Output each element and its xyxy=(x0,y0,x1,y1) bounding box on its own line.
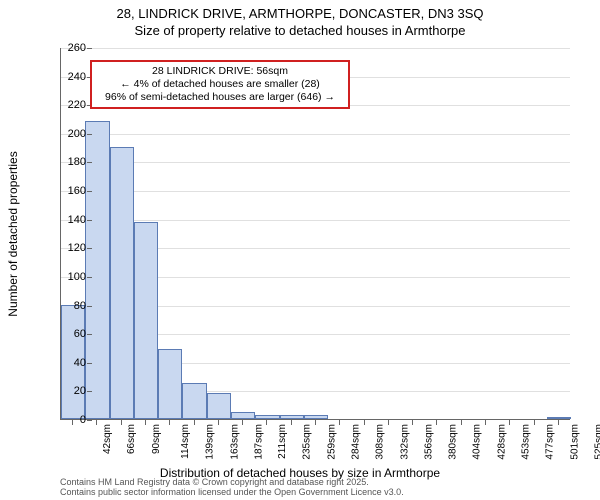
x-tick-label: 66sqm xyxy=(126,424,137,454)
y-tick-label: 20 xyxy=(56,385,86,397)
histogram-bar xyxy=(231,412,255,419)
x-tick-label: 139sqm xyxy=(205,424,216,460)
chart-title-block: 28, LINDRICK DRIVE, ARMTHORPE, DONCASTER… xyxy=(0,0,600,40)
x-tick-mark xyxy=(194,420,195,425)
histogram-bar xyxy=(85,121,109,419)
y-tick-label: 180 xyxy=(56,156,86,168)
histogram-bar xyxy=(280,415,304,419)
y-tick-label: 200 xyxy=(56,128,86,140)
x-tick-mark xyxy=(339,420,340,425)
y-tick-label: 220 xyxy=(56,99,86,111)
x-tick-mark xyxy=(509,420,510,425)
x-tick-label: 501sqm xyxy=(569,424,580,460)
histogram-bar xyxy=(255,415,279,419)
x-tick-mark xyxy=(121,420,122,425)
footer-line-2: Contains public sector information licen… xyxy=(60,488,404,498)
x-tick-label: 284sqm xyxy=(351,424,362,460)
y-tick-label: 60 xyxy=(56,328,86,340)
gridline xyxy=(61,191,570,192)
title-line-2: Size of property relative to detached ho… xyxy=(0,23,600,40)
x-tick-mark xyxy=(96,420,97,425)
gridline xyxy=(61,162,570,163)
x-tick-mark xyxy=(291,420,292,425)
histogram-bar xyxy=(182,383,206,419)
x-tick-label: 356sqm xyxy=(423,424,434,460)
y-tick-label: 260 xyxy=(56,42,86,54)
x-tick-label: 380sqm xyxy=(448,424,459,460)
gridline xyxy=(61,134,570,135)
x-tick-label: 259sqm xyxy=(326,424,337,460)
callout-line1: 28 LINDRICK DRIVE: 56sqm xyxy=(98,65,342,78)
y-tick-label: 160 xyxy=(56,185,86,197)
gridline xyxy=(61,48,570,49)
x-tick-mark xyxy=(169,420,170,425)
histogram-bar xyxy=(207,393,231,419)
x-tick-label: 428sqm xyxy=(496,424,507,460)
x-tick-label: 42sqm xyxy=(102,424,113,454)
x-tick-label: 477sqm xyxy=(545,424,556,460)
y-tick-label: 240 xyxy=(56,71,86,83)
y-axis-label: Number of detached properties xyxy=(6,151,20,316)
y-tick-label: 120 xyxy=(56,242,86,254)
gridline xyxy=(61,220,570,221)
x-tick-label: 453sqm xyxy=(521,424,532,460)
x-tick-mark xyxy=(436,420,437,425)
histogram-bar xyxy=(304,415,328,419)
x-tick-label: 90sqm xyxy=(151,424,162,454)
histogram-bar xyxy=(547,417,571,419)
y-tick-label: 100 xyxy=(56,271,86,283)
title-line-1: 28, LINDRICK DRIVE, ARMTHORPE, DONCASTER… xyxy=(0,6,600,23)
x-tick-label: 211sqm xyxy=(277,424,288,459)
y-tick-label: 140 xyxy=(56,214,86,226)
x-tick-label: 114sqm xyxy=(180,424,191,459)
x-tick-mark xyxy=(485,420,486,425)
histogram-bar xyxy=(158,349,182,419)
x-tick-mark xyxy=(412,420,413,425)
x-tick-label: 163sqm xyxy=(229,424,240,460)
y-tick-label: 80 xyxy=(56,300,86,312)
x-tick-label: 332sqm xyxy=(399,424,410,460)
histogram-bar xyxy=(110,147,134,419)
y-tick-label: 0 xyxy=(56,414,86,426)
footer-attribution: Contains HM Land Registry data © Crown c… xyxy=(60,478,404,498)
x-tick-label: 404sqm xyxy=(472,424,483,460)
x-tick-label: 235sqm xyxy=(302,424,313,460)
x-tick-mark xyxy=(218,420,219,425)
histogram-bar xyxy=(134,222,158,419)
callout-line2: ← 4% of detached houses are smaller (28) xyxy=(98,78,342,91)
x-tick-label: 187sqm xyxy=(253,424,264,460)
x-tick-mark xyxy=(534,420,535,425)
x-tick-mark xyxy=(364,420,365,425)
y-tick-label: 40 xyxy=(56,357,86,369)
x-tick-mark xyxy=(388,420,389,425)
callout-line3: 96% of semi-detached houses are larger (… xyxy=(98,91,342,104)
x-tick-mark xyxy=(242,420,243,425)
x-tick-mark xyxy=(72,420,73,425)
x-tick-mark xyxy=(315,420,316,425)
x-tick-mark xyxy=(461,420,462,425)
x-tick-mark xyxy=(558,420,559,425)
x-tick-label: 308sqm xyxy=(375,424,386,460)
x-tick-mark xyxy=(145,420,146,425)
x-tick-label: 525sqm xyxy=(593,424,600,460)
x-tick-mark xyxy=(266,420,267,425)
callout-box: 28 LINDRICK DRIVE: 56sqm← 4% of detached… xyxy=(90,60,350,109)
